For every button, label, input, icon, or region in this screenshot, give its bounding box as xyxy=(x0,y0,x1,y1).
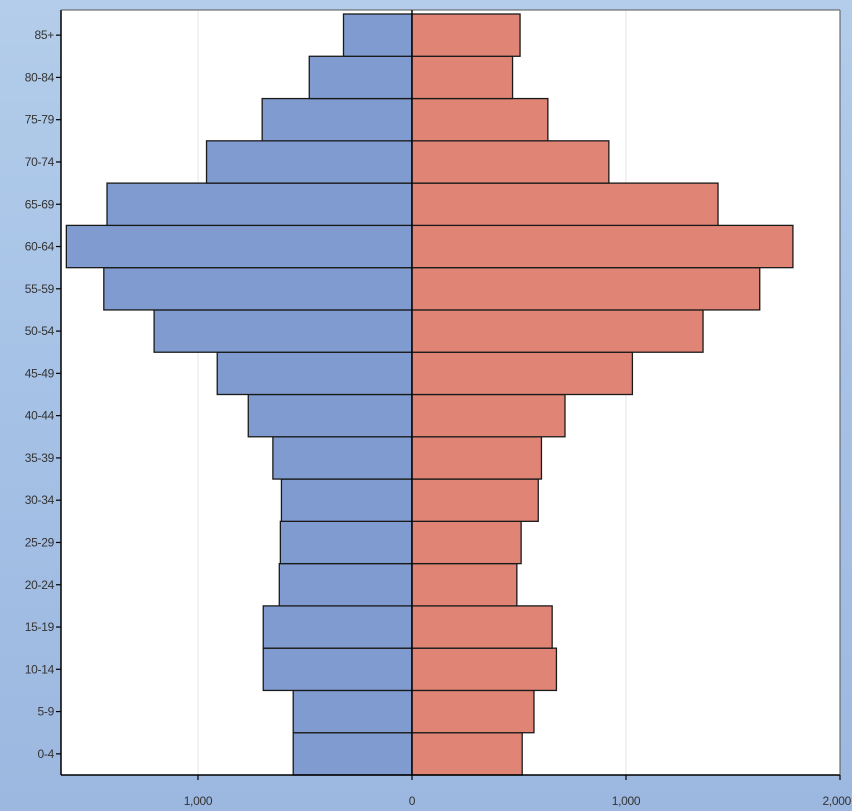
bar-right-60-64 xyxy=(411,224,794,269)
bar-right-75-79 xyxy=(411,97,549,142)
bar-left-10-14 xyxy=(262,647,413,692)
x-tick-label-3: 2,000 xyxy=(822,794,851,808)
bar-right-70-74 xyxy=(411,140,610,184)
bar-right-85+ xyxy=(411,13,521,57)
x-tick-label-2: 1,000 xyxy=(612,794,641,808)
y-tick-label-50-54: 50-54 xyxy=(25,324,55,338)
y-tick-label-55-59: 55-59 xyxy=(25,282,55,296)
x-tick-label-1: 0 xyxy=(409,794,416,808)
y-tick-label-85+: 85+ xyxy=(35,28,55,42)
bar-left-85+ xyxy=(342,13,413,57)
bar-left-75-79 xyxy=(261,97,413,142)
bar-right-40-44 xyxy=(411,393,566,438)
bar-right-65-69 xyxy=(411,182,719,227)
bars xyxy=(65,13,794,776)
bar-right-0-4 xyxy=(411,732,523,776)
bar-left-65-69 xyxy=(106,182,413,227)
y-tick-label-20-24: 20-24 xyxy=(25,578,55,592)
bar-left-40-44 xyxy=(247,393,413,438)
bar-right-10-14 xyxy=(411,647,558,692)
bar-left-80-84 xyxy=(308,55,413,100)
bar-left-60-64 xyxy=(65,224,413,269)
bar-left-45-49 xyxy=(216,351,413,396)
bar-left-5-9 xyxy=(292,689,413,734)
y-tick-label-45-49: 45-49 xyxy=(25,366,55,380)
bar-left-50-54 xyxy=(153,309,413,353)
bar-right-25-29 xyxy=(411,520,522,565)
y-tick-label-80-84: 80-84 xyxy=(25,70,55,84)
bar-right-20-24 xyxy=(411,562,518,607)
bar-left-20-24 xyxy=(278,562,413,607)
y-tick-label-75-79: 75-79 xyxy=(25,113,55,127)
bar-left-55-59 xyxy=(103,267,413,311)
y-tick-label-35-39: 35-39 xyxy=(25,451,55,465)
y-tick-label-10-14: 10-14 xyxy=(25,662,55,676)
bar-right-30-34 xyxy=(411,478,539,522)
y-tick-label-70-74: 70-74 xyxy=(25,155,55,169)
axes xyxy=(56,9,841,780)
y-tick-label-25-29: 25-29 xyxy=(25,535,55,549)
y-tick-label-60-64: 60-64 xyxy=(25,240,55,254)
bar-right-80-84 xyxy=(411,55,514,100)
bar-left-70-74 xyxy=(205,140,413,184)
y-tick-label-40-44: 40-44 xyxy=(25,409,55,423)
bar-right-50-54 xyxy=(411,309,704,353)
x-tick-label-0: 1,000 xyxy=(184,794,213,808)
tick-labels: 0-4 5-9 10-14 15-19 20-24 25-29 30-34 35-39 40-4… xyxy=(25,28,852,808)
bar-left-15-19 xyxy=(262,605,413,649)
y-tick-label-5-9: 5-9 xyxy=(38,705,55,719)
bar-left-30-34 xyxy=(280,478,413,522)
y-tick-label-30-34: 30-34 xyxy=(25,493,55,507)
bar-right-45-49 xyxy=(411,351,634,396)
bar-right-15-19 xyxy=(411,605,553,649)
bar-left-0-4 xyxy=(292,732,413,776)
bar-right-35-39 xyxy=(411,436,543,480)
bar-left-35-39 xyxy=(272,436,413,480)
bar-right-5-9 xyxy=(411,689,535,734)
y-tick-label-65-69: 65-69 xyxy=(25,197,55,211)
y-tick-label-0-4: 0-4 xyxy=(38,747,55,761)
bar-left-25-29 xyxy=(279,520,413,565)
y-tick-label-15-19: 15-19 xyxy=(25,620,55,634)
bar-right-55-59 xyxy=(411,267,761,311)
